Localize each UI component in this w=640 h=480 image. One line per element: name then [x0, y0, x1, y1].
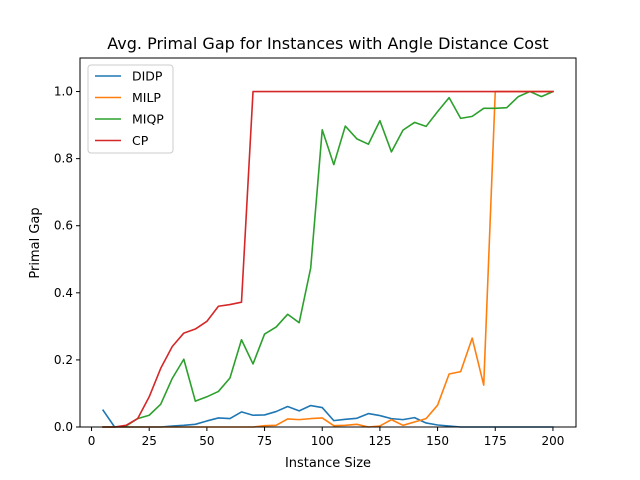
- legend-label-didp: DIDP: [132, 69, 163, 84]
- x-tick-label: 25: [142, 434, 157, 448]
- x-tick-label: 75: [257, 434, 272, 448]
- x-tick-label: 125: [368, 434, 391, 448]
- x-tick-label: 200: [541, 434, 564, 448]
- legend-label-cp: CP: [132, 133, 149, 148]
- x-tick-label: 150: [426, 434, 449, 448]
- legend: DIDP MILP MIQP CP: [87, 64, 174, 154]
- y-tick-label: 0.8: [54, 152, 73, 166]
- x-tick-label: 0: [88, 434, 96, 448]
- axis-ticks: 0 25 50 75 100 125 150 175 200 0.0 0.2 0.4 0.6 0.8 1.0: [54, 85, 564, 448]
- series-line-miqp: [102, 90, 554, 428]
- y-tick-label: 1.0: [54, 85, 73, 99]
- x-tick-label: 100: [311, 434, 334, 448]
- axes-frame: [79, 57, 577, 428]
- y-tick-label: 0.6: [54, 219, 73, 233]
- x-tick-label: 50: [199, 434, 214, 448]
- legend-label-milp: MILP: [132, 90, 161, 105]
- series-line-cp: [102, 90, 554, 428]
- y-tick-label: 0.0: [54, 420, 73, 434]
- legend-label-miqp: MIQP: [132, 112, 164, 127]
- y-tick-label: 0.2: [54, 353, 73, 367]
- x-axis-label: Instance Size: [285, 456, 371, 471]
- x-tick-label: 175: [484, 434, 507, 448]
- legend-frame: [87, 64, 174, 154]
- chart-title: Avg. Primal Gap for Instances with Angle…: [107, 34, 548, 53]
- y-tick-label: 0.4: [54, 286, 73, 300]
- y-axis-label: Primal Gap: [28, 207, 43, 278]
